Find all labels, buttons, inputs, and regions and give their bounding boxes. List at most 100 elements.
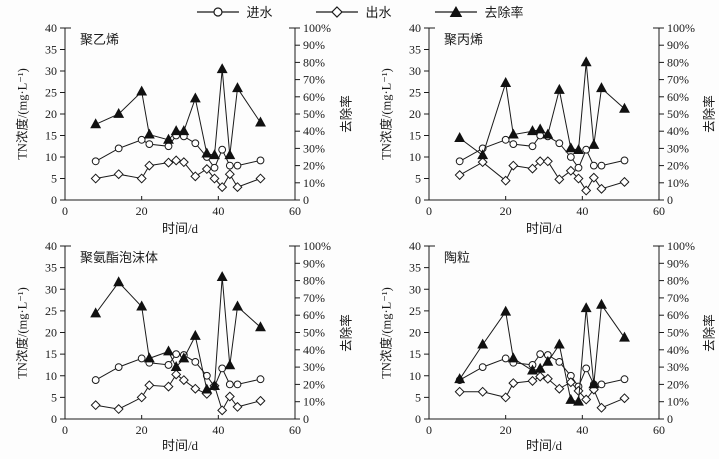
svg-text:60: 60 (289, 423, 301, 437)
svg-text:40%: 40% (667, 124, 689, 138)
svg-text:60%: 60% (303, 308, 325, 322)
right-axis-label: 去除率 (702, 314, 717, 352)
svg-text:10%: 10% (667, 176, 689, 190)
svg-text:60%: 60% (667, 308, 689, 322)
x-axis-label: 时间/d (161, 221, 199, 236)
series-circle (455, 350, 629, 391)
svg-text:5: 5 (51, 390, 57, 404)
svg-text:20%: 20% (303, 377, 325, 391)
svg-text:15: 15 (409, 347, 421, 361)
svg-text:0: 0 (667, 412, 673, 426)
svg-text:5: 5 (415, 390, 421, 404)
svg-text:10: 10 (45, 150, 57, 164)
svg-text:15: 15 (45, 129, 57, 143)
svg-text:40: 40 (45, 239, 57, 253)
svg-text:30%: 30% (667, 360, 689, 374)
svg-text:35: 35 (409, 43, 421, 57)
subplot-2: 0 5 10 15 20 25 30 35 40 0 10% 20% 30% 40% 50% 60% 70% 80… (409, 21, 695, 218)
svg-text:40: 40 (576, 204, 588, 218)
legend: 进水 出水 去除率 (195, 2, 524, 21)
triangle-marker-icon (434, 5, 477, 17)
svg-text:0: 0 (303, 412, 309, 426)
svg-text:30: 30 (409, 64, 421, 78)
x-axis-label: 时间/d (525, 221, 563, 236)
legend-label-removal-rate: 去除率 (484, 5, 524, 20)
svg-text:40: 40 (576, 423, 588, 437)
svg-text:20: 20 (500, 423, 512, 437)
subplot-4: 0 5 10 15 20 25 30 35 40 0 10% 20% 30% 40% 50% 60% 70% 80… (409, 239, 695, 437)
svg-text:0: 0 (51, 193, 57, 207)
subplot-3: 0 5 10 15 20 25 30 35 40 0 10% 20% 30% 40% 50% 60% 70% 80… (45, 239, 331, 437)
svg-text:50%: 50% (667, 326, 689, 340)
svg-text:70%: 70% (667, 73, 689, 87)
svg-text:100%: 100% (667, 239, 695, 253)
series-diamond (90, 369, 266, 416)
svg-text:5: 5 (415, 172, 421, 186)
svg-text:0: 0 (426, 204, 432, 218)
svg-text:80%: 80% (667, 274, 689, 288)
y-axis-label: TN浓度/(mg·L⁻¹) (15, 68, 30, 160)
subplot-title-ceramsite: 陶粒 (444, 250, 471, 265)
subplot-title-polyethylene: 聚乙烯 (80, 32, 120, 47)
svg-text:60%: 60% (667, 90, 689, 104)
svg-text:0: 0 (426, 423, 432, 437)
svg-text:60%: 60% (303, 90, 325, 104)
series-triangle (90, 271, 266, 394)
svg-text:10: 10 (409, 369, 421, 383)
svg-text:30: 30 (45, 282, 57, 296)
svg-text:40: 40 (212, 204, 224, 218)
diamond-marker-icon (315, 5, 358, 18)
svg-text:30%: 30% (303, 360, 325, 374)
svg-text:0: 0 (303, 193, 309, 207)
svg-text:50%: 50% (667, 107, 689, 121)
x-axis-label: 时间/d (525, 438, 563, 453)
svg-text:25: 25 (409, 304, 421, 318)
svg-text:90%: 90% (667, 38, 689, 52)
svg-text:0: 0 (415, 412, 421, 426)
svg-text:80%: 80% (303, 55, 325, 69)
svg-text:25: 25 (45, 304, 57, 318)
svg-text:20: 20 (45, 326, 57, 340)
svg-text:80%: 80% (667, 55, 689, 69)
y-axis-label: TN浓度/(mg·L⁻¹) (379, 287, 394, 379)
svg-text:10: 10 (45, 369, 57, 383)
svg-text:25: 25 (409, 86, 421, 100)
svg-text:15: 15 (45, 347, 57, 361)
svg-text:30: 30 (45, 64, 57, 78)
svg-text:15: 15 (409, 129, 421, 143)
right-axis-label: 去除率 (339, 314, 354, 352)
series-diamond (454, 156, 630, 196)
legend-item-effluent: 出水 (314, 2, 392, 21)
svg-text:0: 0 (51, 412, 57, 426)
svg-text:40%: 40% (667, 343, 689, 357)
svg-text:0: 0 (415, 193, 421, 207)
legend-item-influent: 进水 (195, 2, 272, 21)
svg-text:20: 20 (136, 423, 148, 437)
svg-text:0: 0 (667, 193, 673, 207)
svg-text:5: 5 (51, 172, 57, 186)
subplot-title-polyurethane-foam: 聚氨酯泡沫体 (80, 250, 159, 265)
svg-text:20: 20 (409, 107, 421, 121)
svg-text:90%: 90% (667, 256, 689, 270)
svg-text:20%: 20% (303, 159, 325, 173)
svg-text:70%: 70% (303, 73, 325, 87)
svg-text:10%: 10% (303, 176, 325, 190)
y-axis-label: TN浓度/(mg·L⁻¹) (15, 287, 30, 379)
svg-text:70%: 70% (303, 291, 325, 305)
svg-text:10: 10 (409, 150, 421, 164)
svg-text:25: 25 (45, 86, 57, 100)
svg-text:0: 0 (62, 423, 68, 437)
svg-text:60: 60 (653, 204, 665, 218)
series-diamond (454, 371, 630, 413)
svg-text:90%: 90% (303, 38, 325, 52)
svg-text:40: 40 (212, 423, 224, 437)
svg-text:100%: 100% (303, 239, 331, 253)
series-diamond (90, 155, 266, 193)
svg-text:20: 20 (500, 204, 512, 218)
series-triangle (90, 63, 266, 160)
svg-text:35: 35 (45, 43, 57, 57)
y-axis-label: TN浓度/(mg·L⁻¹) (379, 68, 394, 160)
svg-text:100%: 100% (303, 21, 331, 35)
